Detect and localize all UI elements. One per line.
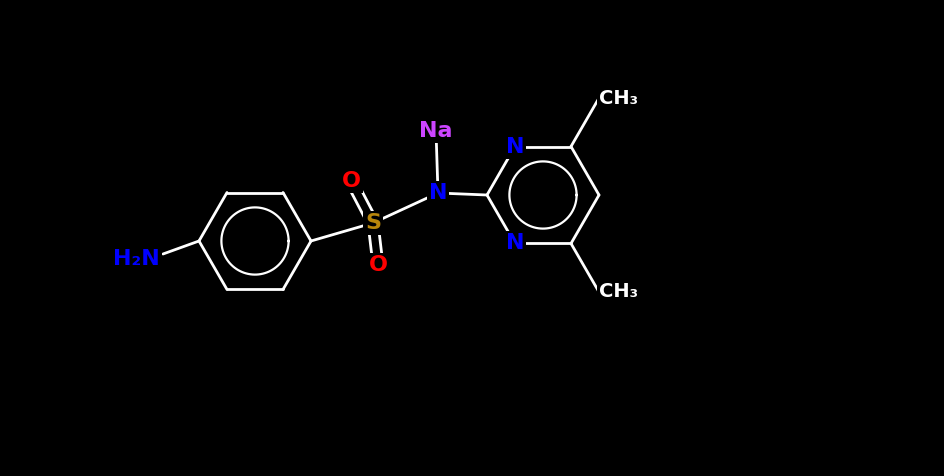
Text: N: N: [506, 234, 524, 254]
Text: CH₃: CH₃: [598, 282, 637, 301]
Text: H₂N: H₂N: [112, 249, 160, 269]
Text: O: O: [368, 255, 387, 275]
Text: CH₃: CH₃: [598, 89, 637, 109]
Text: N: N: [429, 183, 447, 203]
Text: Na: Na: [419, 121, 453, 141]
Text: S: S: [365, 213, 381, 233]
Text: N: N: [506, 137, 524, 157]
Text: O: O: [342, 171, 361, 191]
